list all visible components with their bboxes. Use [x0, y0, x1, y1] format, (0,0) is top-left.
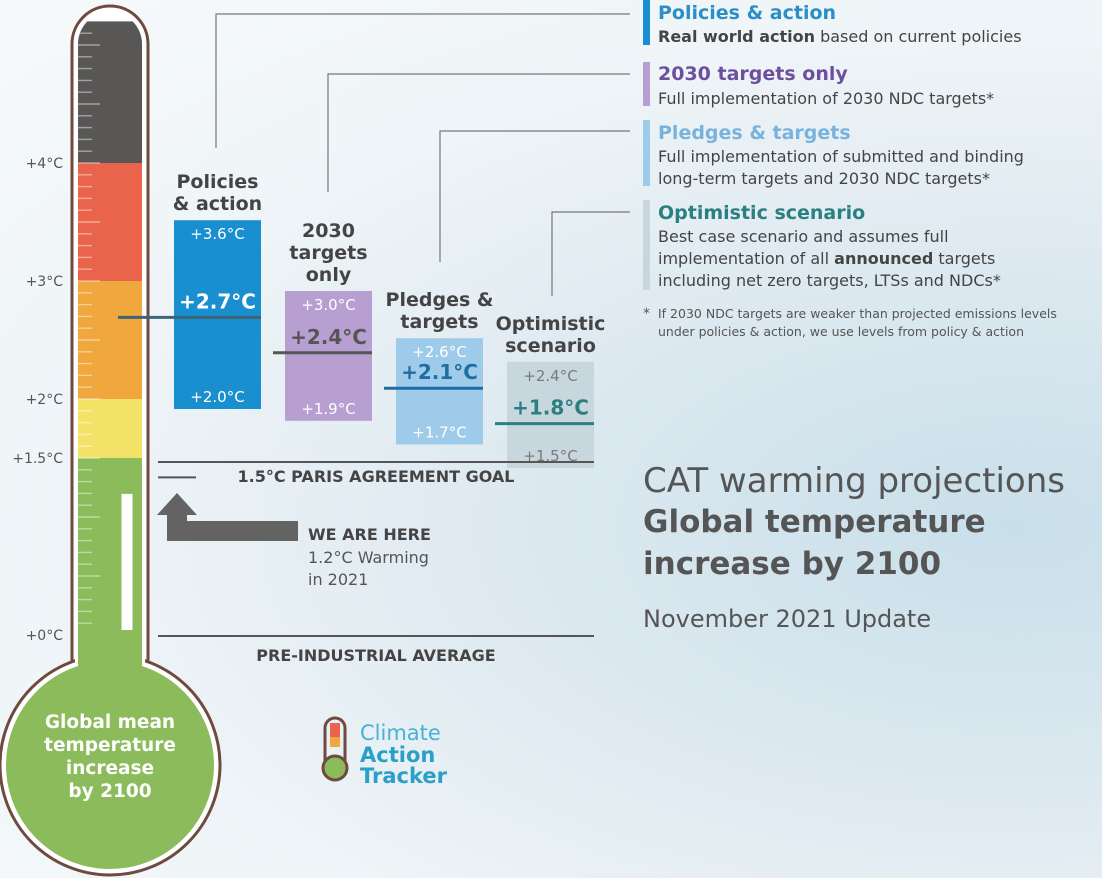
- y-tick-label: +1.5°C: [12, 451, 63, 467]
- high-label: +3.6°C: [190, 225, 244, 243]
- central-label: +2.4°C: [290, 325, 367, 349]
- y-tick-label: +2°C: [26, 392, 64, 408]
- legend-swatch: [643, 200, 650, 290]
- scenario-bars: +3.6°C +2.7°C +2.0°C Policies& action +3.0°C…: [118, 171, 605, 468]
- side-title-line3: increase by 2100: [643, 546, 941, 582]
- side-title: CAT warming projections Global temperatu…: [643, 461, 1065, 633]
- y-axis: +0°C +1.5°C +2°C +3°C +4°C: [12, 156, 63, 644]
- high-label: +3.0°C: [301, 296, 355, 314]
- bulb-text-line: increase: [66, 758, 154, 779]
- legend-connectors: [215, 13, 630, 296]
- legend-title: Optimistic scenario: [658, 202, 865, 224]
- scenario-title: 2030: [302, 220, 355, 242]
- bar-pledges-targets: [396, 338, 483, 445]
- thermometer-bulb: [6, 661, 214, 869]
- scenario-title: scenario: [505, 335, 596, 357]
- high-label: +2.4°C: [523, 367, 577, 385]
- bar-optimistic-scenario: [507, 361, 594, 468]
- legend-connector: [439, 130, 630, 262]
- legend-desc: including net zero targets, LTSs and NDC…: [658, 271, 1001, 290]
- we-are-here-line2: in 2021: [308, 570, 368, 589]
- y-tick-label: +4°C: [26, 156, 64, 172]
- bar-2030-targets-only: [285, 291, 372, 421]
- legend-desc: Full implementation of 2030 NDC targets*: [658, 89, 994, 108]
- logo-icon-red: [330, 723, 340, 737]
- scenario-title: only: [306, 264, 352, 286]
- legend-desc: implementation of all announced targets: [658, 249, 995, 268]
- scenario-title: Optimistic: [496, 313, 606, 335]
- thermometer-current-level: [120, 492, 134, 640]
- y-tick-label: +0°C: [26, 628, 64, 644]
- we-are-here-marker: WE ARE HERE 1.2°C Warming in 2021: [157, 493, 431, 589]
- central-label: +1.8°C: [512, 396, 589, 420]
- thermometer-band-above-4: [78, 21, 142, 164]
- legend-title: Pledges & targets: [658, 122, 851, 144]
- side-title-line2: Global temperature: [643, 504, 986, 540]
- legend-connector: [215, 13, 630, 148]
- y-tick-label: +3°C: [26, 274, 64, 290]
- side-title-update: November 2021 Update: [643, 605, 931, 633]
- climate-action-tracker-logo: Climate Action Tracker: [321, 716, 448, 788]
- central-label: +2.1°C: [401, 360, 478, 384]
- legend-title: Policies & action: [658, 2, 836, 24]
- side-title-line1: CAT warming projections: [643, 461, 1065, 501]
- thermometer-band-3-4: [78, 163, 142, 281]
- footnote-star: *: [643, 306, 650, 322]
- legend-swatch: [643, 120, 650, 186]
- legend-connector: [551, 211, 630, 296]
- logo-icon-orange: [330, 737, 340, 747]
- bulb-text-line: Global mean: [45, 712, 175, 733]
- we-are-here-title: WE ARE HERE: [308, 525, 431, 544]
- logo-icon-bulb: [321, 754, 349, 782]
- footnote-line2: under policies & action, we use levels f…: [658, 324, 1024, 339]
- preindustrial-label: PRE-INDUSTRIAL AVERAGE: [256, 646, 495, 665]
- paris-goal-label: 1.5°C PARIS AGREEMENT GOAL: [238, 467, 515, 486]
- central-label: +2.7°C: [179, 289, 256, 313]
- logo-text-tracker: Tracker: [360, 764, 448, 788]
- low-label: +1.5°C: [523, 447, 577, 465]
- reference-lines: [158, 461, 594, 637]
- footnote: * If 2030 NDC targets are weaker than pr…: [643, 306, 1057, 339]
- thermometer-band-1_5-2: [78, 399, 142, 458]
- low-label: +2.0°C: [190, 388, 244, 406]
- thermometer-band-2-3: [78, 281, 142, 399]
- logo-text-climate: Climate: [360, 721, 441, 745]
- we-are-here-arrow: [157, 493, 298, 541]
- legend-swatch: [643, 0, 650, 45]
- bulb-text-line: by 2100: [68, 781, 151, 802]
- low-label: +1.9°C: [301, 400, 355, 418]
- legend-desc: Real world action based on current polic…: [658, 27, 1022, 46]
- low-label: +1.7°C: [412, 423, 466, 441]
- bar-policies-action: [174, 220, 261, 409]
- legend: Policies & action Real world action based…: [643, 0, 1024, 290]
- legend-desc: long-term targets and 2030 NDC targets*: [658, 169, 990, 188]
- legend-connector: [327, 73, 630, 192]
- scenario-title: targets: [400, 311, 478, 333]
- bulb-text-line: temperature: [44, 735, 176, 756]
- scenario-title: & action: [173, 193, 262, 215]
- legend-title: 2030 targets only: [658, 63, 848, 85]
- high-label: +2.6°C: [412, 343, 466, 361]
- legend-desc: Full implementation of submitted and bin…: [658, 147, 1024, 166]
- legend-swatch: [643, 62, 650, 106]
- scenario-title: targets: [289, 242, 367, 264]
- logo-text-action: Action: [360, 743, 435, 767]
- legend-desc: Best case scenario and assumes full: [658, 227, 949, 246]
- scenario-title: Pledges &: [386, 289, 494, 311]
- footnote-line1: If 2030 NDC targets are weaker than proj…: [658, 306, 1057, 321]
- thermometer-bulb-neck: [78, 630, 142, 690]
- we-are-here-line1: 1.2°C Warming: [308, 548, 429, 567]
- scenario-title: Policies: [177, 171, 259, 193]
